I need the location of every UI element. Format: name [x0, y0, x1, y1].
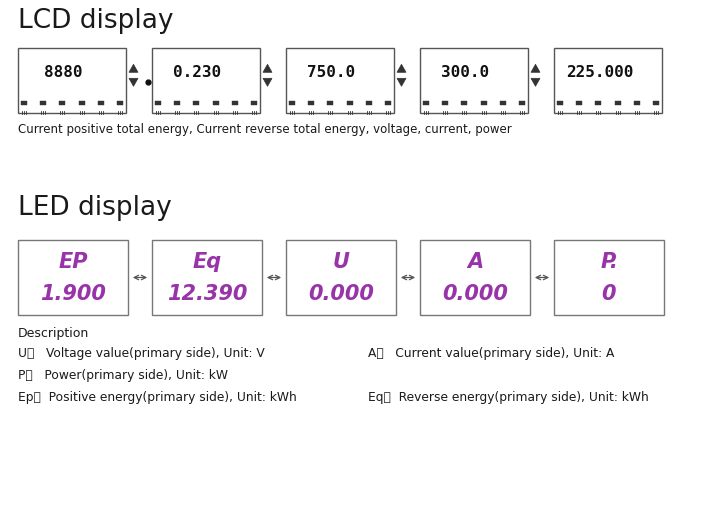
- Polygon shape: [531, 64, 540, 72]
- Text: Eq: Eq: [192, 252, 222, 272]
- Bar: [420, 240, 530, 315]
- Bar: [78, 101, 85, 105]
- Text: 12.390: 12.390: [167, 284, 247, 304]
- Text: Current positive total energy, Current reverse total energy, voltage, current, p: Current positive total energy, Current r…: [18, 123, 512, 136]
- Polygon shape: [129, 78, 138, 87]
- Text: EP: EP: [59, 252, 88, 272]
- Polygon shape: [531, 78, 540, 87]
- Text: U: U: [333, 252, 349, 272]
- Bar: [152, 48, 260, 113]
- Bar: [481, 101, 486, 105]
- Bar: [500, 101, 505, 105]
- Text: 0: 0: [602, 284, 616, 304]
- Bar: [423, 101, 429, 105]
- Bar: [328, 101, 333, 105]
- Bar: [554, 240, 664, 315]
- Text: 0.230: 0.230: [173, 65, 222, 80]
- Bar: [117, 101, 123, 105]
- Bar: [40, 101, 46, 105]
- Polygon shape: [397, 64, 406, 72]
- Bar: [462, 101, 467, 105]
- Bar: [519, 101, 525, 105]
- Bar: [557, 101, 563, 105]
- Text: Description: Description: [18, 327, 89, 340]
- Bar: [155, 101, 161, 105]
- Bar: [21, 101, 27, 105]
- Bar: [634, 101, 640, 105]
- Bar: [420, 48, 528, 113]
- Bar: [554, 48, 662, 113]
- Bar: [18, 240, 128, 315]
- Text: U：   Voltage value(primary side), Unit: V: U： Voltage value(primary side), Unit: V: [18, 347, 265, 360]
- Text: 0.000: 0.000: [442, 284, 508, 304]
- Bar: [18, 48, 126, 113]
- Text: LED display: LED display: [18, 195, 172, 221]
- Bar: [251, 101, 257, 105]
- Text: Ep：  Positive energy(primary side), Unit: kWh: Ep： Positive energy(primary side), Unit:…: [18, 391, 297, 404]
- Text: Eq：  Reverse energy(primary side), Unit: kWh: Eq： Reverse energy(primary side), Unit: …: [368, 391, 649, 404]
- Bar: [286, 240, 396, 315]
- Bar: [442, 101, 448, 105]
- Text: P.: P.: [600, 252, 618, 272]
- Text: A：   Current value(primary side), Unit: A: A： Current value(primary side), Unit: A: [368, 347, 614, 360]
- Text: P：   Power(primary side), Unit: kW: P： Power(primary side), Unit: kW: [18, 369, 228, 382]
- Text: 300.0: 300.0: [441, 65, 489, 80]
- Bar: [615, 101, 621, 105]
- Bar: [653, 101, 659, 105]
- Text: 1.900: 1.900: [40, 284, 106, 304]
- Text: LCD display: LCD display: [18, 8, 174, 34]
- Bar: [59, 101, 66, 105]
- Bar: [152, 240, 262, 315]
- Text: 750.0: 750.0: [307, 65, 355, 80]
- Bar: [232, 101, 238, 105]
- Bar: [309, 101, 314, 105]
- Bar: [385, 101, 391, 105]
- Bar: [286, 48, 394, 113]
- Bar: [289, 101, 295, 105]
- Bar: [576, 101, 582, 105]
- Bar: [366, 101, 372, 105]
- Polygon shape: [397, 78, 406, 87]
- Bar: [174, 101, 180, 105]
- Text: 8880: 8880: [44, 65, 83, 80]
- Polygon shape: [129, 64, 138, 72]
- Text: 225.000: 225.000: [566, 65, 633, 80]
- Text: 0.000: 0.000: [308, 284, 374, 304]
- Polygon shape: [263, 78, 272, 87]
- Bar: [98, 101, 104, 105]
- Text: A: A: [467, 252, 483, 272]
- Bar: [213, 101, 219, 105]
- Polygon shape: [263, 64, 272, 72]
- Bar: [347, 101, 352, 105]
- Bar: [595, 101, 602, 105]
- Bar: [193, 101, 199, 105]
